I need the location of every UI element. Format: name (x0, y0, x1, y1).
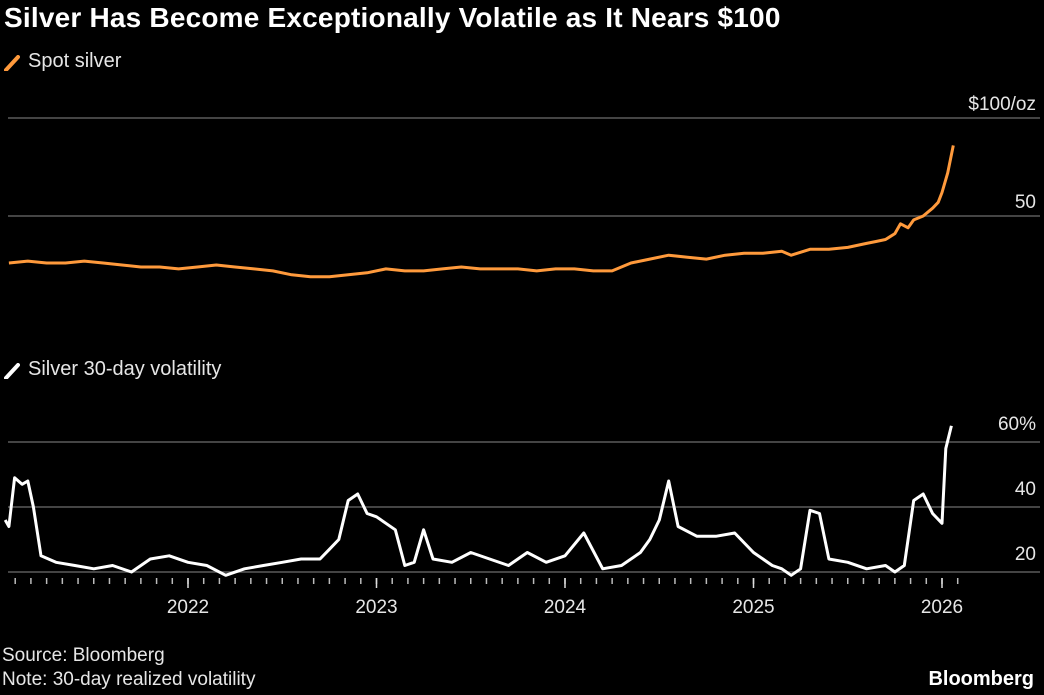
footnote: Note: 30-day realized volatility (2, 669, 256, 690)
y-tick-label-top: $100/oz (968, 94, 1036, 115)
y-tick-label-bottom: 40 (1015, 479, 1036, 500)
x-tick-label: 2023 (355, 597, 397, 618)
volatility-line (3, 425, 953, 577)
legend-spot-label: Spot silver (28, 50, 122, 72)
y-tick-label-bottom: 20 (1015, 544, 1036, 565)
bloomberg-logo: Bloomberg (928, 668, 1034, 690)
x-tick-label: 2022 (167, 597, 209, 618)
y-tick-label-top: 50 (1015, 192, 1036, 213)
x-tick-label: 2025 (732, 597, 774, 618)
spot-silver-line (8, 145, 955, 279)
legend-spot-silver: Spot silver (4, 50, 121, 73)
chart-title: Silver Has Become Exceptionally Volatile… (4, 2, 781, 33)
legend-volatility-label: Silver 30-day volatility (28, 358, 222, 380)
x-tick-label: 2026 (921, 597, 963, 618)
legend-slash-icon (4, 54, 20, 72)
y-tick-label-bottom: 60% (998, 414, 1036, 435)
legend-slash-icon (4, 362, 20, 380)
source-note: Source: Bloomberg (2, 645, 165, 666)
x-tick-label: 2024 (544, 597, 587, 618)
legend-volatility: Silver 30-day volatility (4, 358, 221, 381)
